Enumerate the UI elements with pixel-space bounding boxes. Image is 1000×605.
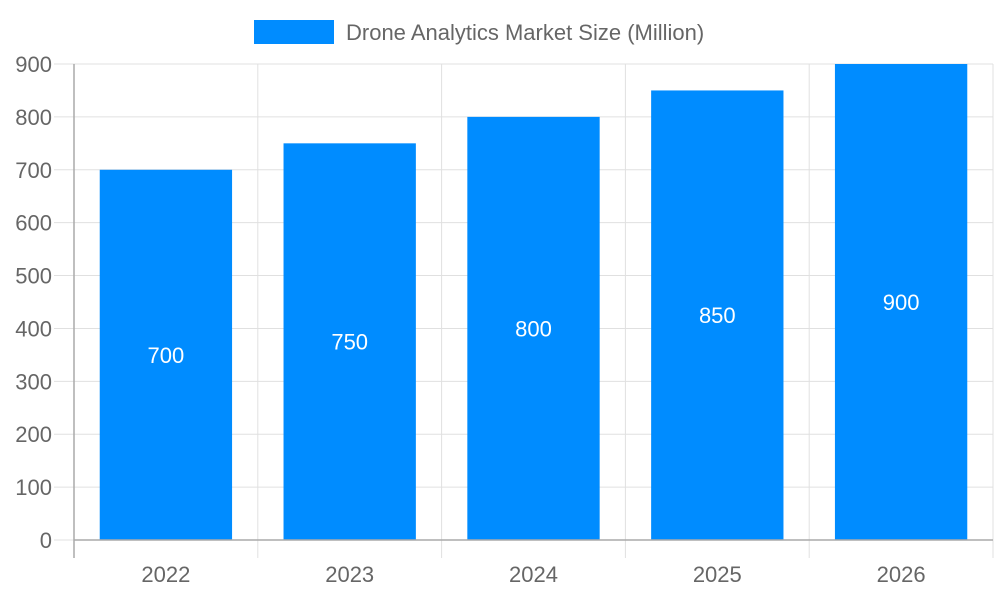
y-tick-label: 500 <box>15 264 52 289</box>
y-tick-label: 700 <box>15 158 52 183</box>
axes: 0 100 200 300 400 500 600 700 800 900 2022 2023 2024… <box>15 52 993 587</box>
y-tick-label: 100 <box>15 475 52 500</box>
legend-label: Drone Analytics Market Size (Million) <box>346 20 704 45</box>
y-tick-label: 0 <box>40 528 52 553</box>
bar-2022 <box>99 169 233 540</box>
legend-swatch <box>254 20 334 44</box>
y-tick-label: 800 <box>15 105 52 130</box>
x-tick-label: 2022 <box>141 562 190 587</box>
data-label: 800 <box>515 316 552 341</box>
x-tick-label: 2024 <box>509 562 558 587</box>
x-tick-label: 2025 <box>693 562 742 587</box>
bar-2025 <box>651 90 784 540</box>
data-label: 850 <box>699 303 736 328</box>
y-tick-label: 400 <box>15 316 52 341</box>
bars: 700 750 800 850 900 <box>99 64 968 541</box>
bar-2023 <box>283 143 416 541</box>
bar-2026 <box>834 64 968 540</box>
y-tick-label: 600 <box>15 211 52 236</box>
data-label: 700 <box>148 343 185 368</box>
bar-2024 <box>467 116 600 540</box>
y-tick-label: 300 <box>15 369 52 394</box>
data-label: 750 <box>331 330 368 355</box>
y-tick-label: 200 <box>15 422 52 447</box>
data-label: 900 <box>883 290 920 315</box>
y-tick-label: 900 <box>15 52 52 77</box>
x-tick-label: 2023 <box>325 562 374 587</box>
x-tick-label: 2026 <box>877 562 926 587</box>
legend[interactable]: Drone Analytics Market Size (Million) <box>254 20 704 45</box>
